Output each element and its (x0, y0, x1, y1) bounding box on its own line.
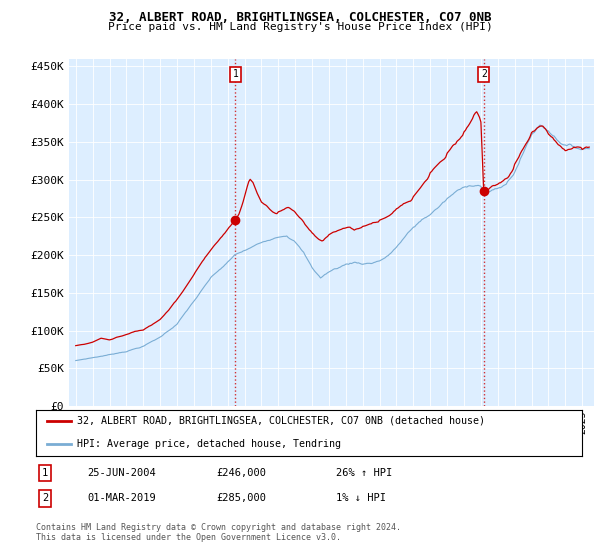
Text: £285,000: £285,000 (216, 493, 266, 503)
Text: Price paid vs. HM Land Registry's House Price Index (HPI): Price paid vs. HM Land Registry's House … (107, 22, 493, 32)
Text: 01-MAR-2019: 01-MAR-2019 (87, 493, 156, 503)
Text: 1% ↓ HPI: 1% ↓ HPI (336, 493, 386, 503)
Text: 1: 1 (42, 468, 48, 478)
Text: 2: 2 (42, 493, 48, 503)
Text: 26% ↑ HPI: 26% ↑ HPI (336, 468, 392, 478)
Text: £246,000: £246,000 (216, 468, 266, 478)
Text: HPI: Average price, detached house, Tendring: HPI: Average price, detached house, Tend… (77, 438, 341, 449)
Text: 32, ALBERT ROAD, BRIGHTLINGSEA, COLCHESTER, CO7 0NB (detached house): 32, ALBERT ROAD, BRIGHTLINGSEA, COLCHEST… (77, 416, 485, 426)
Text: 2: 2 (481, 69, 487, 79)
Text: Contains HM Land Registry data © Crown copyright and database right 2024.
This d: Contains HM Land Registry data © Crown c… (36, 523, 401, 543)
Text: 25-JUN-2004: 25-JUN-2004 (87, 468, 156, 478)
Text: 1: 1 (233, 69, 238, 79)
Text: 32, ALBERT ROAD, BRIGHTLINGSEA, COLCHESTER, CO7 0NB: 32, ALBERT ROAD, BRIGHTLINGSEA, COLCHEST… (109, 11, 491, 24)
